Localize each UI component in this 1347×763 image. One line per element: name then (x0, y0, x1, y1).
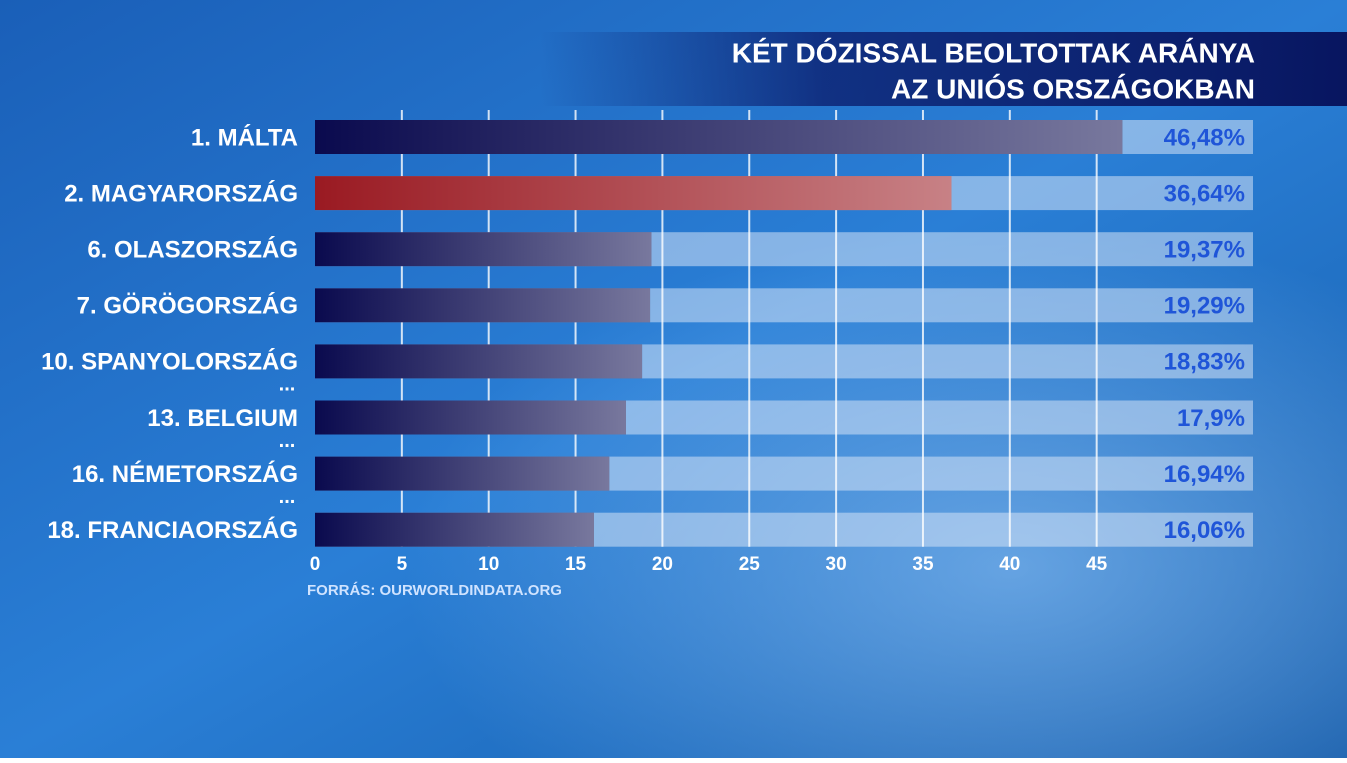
ellipsis: ... (279, 486, 296, 508)
category-label: 2. MAGYARORSZÁG (64, 179, 298, 207)
x-tick-label: 40 (999, 554, 1020, 575)
chart-title: KÉT DÓZISSAL BEOLTOTTAK ARÁNYA (732, 37, 1255, 68)
x-tick-label: 10 (478, 554, 499, 575)
bar-sheen (315, 232, 652, 267)
x-tick-label: 5 (397, 554, 408, 575)
x-tick-label: 45 (1086, 554, 1108, 575)
category-label: 10. SPANYOLORSZÁG (41, 348, 298, 376)
source: FORRÁS: OURWORLDINDATA.ORG (307, 582, 562, 599)
bar-sheen (315, 400, 626, 435)
bar-sheen (315, 120, 1123, 154)
category-label: 6. OLASZORSZÁG (87, 236, 298, 264)
chart-title: AZ UNIÓS ORSZÁGOKBAN (891, 73, 1255, 104)
bar-sheen (315, 176, 952, 211)
bar-sheen (315, 288, 651, 323)
category-label: 7. GÖRÖGORSZÁG (77, 292, 298, 320)
category-label: 13. BELGIUM (147, 405, 298, 432)
value-label: 17,9% (1177, 405, 1245, 432)
category-label: 16. NÉMETORSZÁG (72, 460, 298, 488)
x-tick-label: 35 (912, 554, 934, 575)
bar-sheen (315, 512, 594, 547)
value-label: 16,06% (1164, 517, 1245, 544)
value-label: 19,29% (1164, 293, 1245, 320)
value-label: 46,48% (1164, 124, 1245, 151)
value-label: 19,37% (1164, 237, 1245, 264)
value-label: 18,83% (1164, 349, 1245, 376)
value-label: 36,64% (1164, 180, 1245, 207)
bar-sheen (315, 344, 643, 379)
x-tick-label: 25 (739, 554, 761, 575)
x-tick-label: 30 (826, 554, 847, 575)
title-band (540, 32, 1347, 106)
ellipsis: ... (279, 374, 296, 396)
category-label: 1. MÁLTA (191, 123, 298, 151)
bar-sheen (315, 456, 610, 491)
category-label: 18. FRANCIAORSZÁG (47, 516, 298, 544)
ellipsis: ... (279, 430, 296, 452)
x-tick-label: 15 (565, 554, 587, 575)
x-tick-label: 0 (310, 554, 321, 575)
value-label: 16,94% (1164, 461, 1245, 488)
x-tick-label: 20 (652, 554, 673, 575)
